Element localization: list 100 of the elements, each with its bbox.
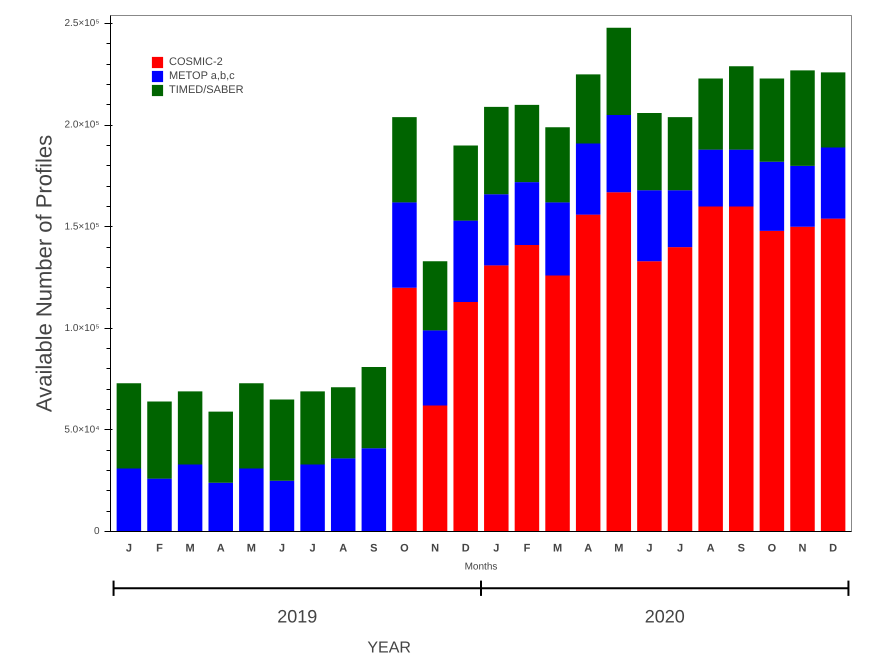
bar [392, 288, 417, 532]
bar [208, 482, 233, 532]
x-tick-label: M [246, 542, 256, 554]
x-tick-label: J [646, 542, 652, 554]
bar [698, 206, 723, 532]
x-tick-label: J [493, 542, 500, 554]
bar [392, 117, 417, 202]
bar [576, 74, 600, 144]
bar [453, 146, 478, 221]
bar [147, 401, 172, 479]
bar [178, 464, 202, 532]
y-tick-label: 1.5×10⁵ [64, 221, 100, 232]
legend-label: COSMIC-2 [169, 56, 223, 68]
bar [729, 66, 754, 150]
bar [239, 383, 264, 469]
bar [300, 464, 325, 532]
bar [300, 391, 325, 464]
x-tick-label: D [829, 542, 838, 554]
bar [637, 190, 662, 262]
bar [698, 150, 723, 206]
x-tick-label: F [156, 542, 164, 554]
bar [362, 448, 386, 532]
y-axis-title: Available Number of Profiles [31, 134, 56, 412]
text: YEAR [367, 639, 411, 656]
y-tick-label: 2.0×10⁵ [64, 120, 100, 131]
bar [208, 412, 233, 483]
text: 2019 [277, 606, 318, 626]
x-tick-label: A [216, 542, 225, 554]
x-tick-label: J [310, 542, 316, 554]
bar [820, 148, 846, 219]
bar [362, 366, 386, 448]
x-axis-title: Months [464, 562, 498, 572]
bar [422, 261, 448, 330]
x-tick-label: S [738, 542, 745, 554]
bar [514, 245, 540, 532]
x-tick-label: O [400, 542, 410, 554]
x-tick-label: M [186, 542, 195, 554]
text: 2020 [644, 606, 685, 626]
bar [270, 480, 294, 532]
bar [545, 127, 570, 202]
y-tick-label: 0 [94, 526, 100, 537]
x-tick-label: A [584, 542, 592, 554]
bar [820, 218, 846, 532]
x-tick-label: M [614, 542, 624, 554]
bar [760, 230, 784, 532]
bar [330, 387, 356, 458]
x-tick-label: F [524, 542, 531, 554]
bar [790, 226, 815, 532]
y-tick-label: 1.0×10⁵ [64, 322, 100, 334]
bar [576, 143, 600, 215]
bar [668, 117, 692, 190]
x-tick-label: J [278, 542, 286, 554]
y-tick-label: 2.5×10⁵ [64, 18, 100, 30]
bar [668, 190, 692, 248]
x-tick-label: J [676, 542, 684, 554]
bar [178, 391, 202, 464]
bar [606, 115, 632, 192]
bar [484, 106, 509, 194]
bar [453, 302, 478, 532]
x-tick-label: S [370, 542, 378, 554]
bar [116, 468, 142, 532]
bar [514, 182, 540, 246]
x-tick-label: O [768, 542, 777, 554]
bar [606, 192, 632, 532]
bar [790, 166, 815, 227]
bar [760, 162, 784, 231]
bar [147, 478, 172, 532]
bar [576, 214, 600, 532]
legend-label: METOP a,b,c [169, 70, 235, 82]
bar [484, 265, 509, 532]
bar [606, 28, 632, 116]
bar [239, 468, 264, 532]
bar [545, 202, 570, 276]
bar [790, 70, 815, 166]
legend-label: TIMED/SABER [169, 84, 244, 96]
bar [330, 458, 356, 532]
x-tick-label: N [798, 542, 807, 554]
bar [270, 399, 294, 481]
bar [392, 202, 417, 288]
bar [668, 247, 692, 532]
bar [484, 194, 509, 266]
x-tick-label: J [126, 542, 132, 554]
x-tick-label: D [462, 542, 470, 554]
bar [820, 72, 846, 148]
bar [422, 330, 448, 406]
bar [729, 150, 754, 206]
x-tick-label: M [552, 542, 562, 554]
bar [116, 383, 142, 469]
bar [422, 406, 448, 532]
y-tick-label: 5.0×10⁴ [64, 424, 100, 436]
x-tick-label: A [706, 542, 715, 554]
bar [514, 104, 540, 182]
bar [637, 261, 662, 532]
bar [760, 78, 784, 162]
x-tick-label: A [339, 542, 348, 554]
bar [453, 220, 478, 302]
x-tick-label: N [431, 542, 440, 554]
bar [545, 276, 570, 532]
bar [698, 78, 723, 150]
bar [729, 206, 754, 532]
